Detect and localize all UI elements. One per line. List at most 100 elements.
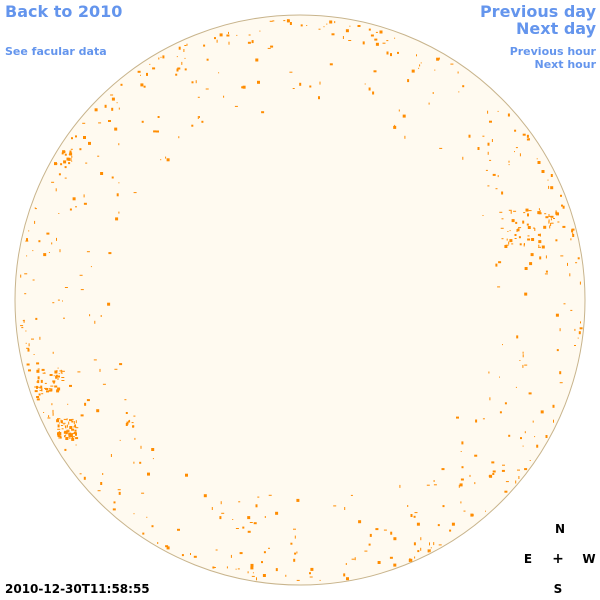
facula-speck — [461, 441, 464, 445]
facula-speck — [268, 547, 270, 549]
facula-speck — [197, 116, 199, 119]
facula-speck — [34, 208, 37, 210]
facula-speck — [40, 379, 43, 383]
facula-speck — [545, 216, 549, 219]
facula-speck — [426, 484, 430, 486]
facula-speck — [436, 57, 440, 61]
facula-speck — [451, 522, 455, 526]
facula-speck — [162, 55, 165, 59]
facula-speck — [409, 558, 411, 562]
facula-speck — [299, 82, 302, 86]
facula-speck — [285, 574, 287, 577]
facula-speck — [475, 419, 478, 423]
facula-speck — [437, 524, 440, 527]
facula-speck — [249, 522, 253, 523]
facula-speck — [24, 273, 28, 275]
facula-speck — [68, 157, 71, 161]
facula-speck — [556, 212, 559, 216]
facula-speck — [36, 369, 40, 373]
facula-speck — [157, 116, 160, 118]
facula-speck — [111, 97, 115, 101]
facula-speck — [263, 551, 266, 554]
facula-speck — [68, 162, 71, 165]
facula-speck — [203, 494, 207, 498]
facula-speck — [219, 33, 223, 37]
facula-speck — [538, 244, 540, 247]
facula-speck — [369, 533, 372, 537]
facula-speck — [133, 513, 135, 515]
facula-speck — [577, 337, 579, 339]
facula-speck — [61, 380, 65, 381]
facula-speck — [63, 160, 67, 164]
facula-speck — [71, 137, 73, 140]
facula-speck — [552, 404, 555, 408]
facula-speck — [102, 383, 106, 385]
facula-speck — [519, 153, 521, 157]
facula-speck — [201, 120, 204, 123]
facula-speck — [524, 468, 528, 471]
facula-speck — [71, 428, 75, 431]
facula-speck — [306, 25, 308, 26]
next-hour-link[interactable]: Next hour — [534, 58, 597, 71]
facula-speck — [32, 250, 34, 252]
facula-speck — [556, 349, 559, 352]
facula-speck — [52, 302, 55, 304]
facula-speck — [543, 225, 547, 229]
facula-speck — [80, 289, 84, 291]
facula-speck — [413, 542, 416, 546]
facula-speck — [397, 51, 399, 54]
previous-day-link[interactable]: Previous day — [479, 2, 596, 21]
facula-speck — [54, 385, 58, 388]
facula-speck — [118, 182, 120, 184]
facula-speck — [75, 206, 77, 208]
facula-speck — [100, 315, 102, 317]
facula-speck — [34, 220, 36, 224]
facula-speck — [61, 428, 64, 430]
facula-speck — [93, 359, 97, 361]
see-facular-data-link[interactable]: See facular data — [5, 45, 107, 58]
facula-speck — [574, 345, 576, 346]
facula-speck — [58, 432, 62, 435]
facula-speck — [102, 473, 104, 475]
facula-speck — [541, 245, 545, 249]
facula-speck — [474, 454, 478, 457]
facula-speck — [375, 42, 379, 46]
facula-speck — [51, 181, 55, 183]
facula-speck — [132, 425, 135, 428]
facula-speck — [553, 419, 554, 423]
facula-speck — [514, 234, 517, 236]
facula-speck — [528, 392, 532, 395]
facula-speck — [118, 211, 120, 214]
facula-speck — [538, 208, 540, 211]
facula-speck — [35, 317, 38, 320]
facula-speck — [407, 79, 410, 83]
facula-speck — [520, 437, 522, 440]
facula-speck — [147, 472, 150, 476]
facula-speck — [252, 572, 254, 574]
facula-speck — [270, 45, 274, 48]
facula-speck — [54, 162, 57, 166]
facula-speck — [236, 34, 238, 36]
facula-speck — [152, 458, 154, 460]
facula-speck — [235, 568, 237, 570]
facula-speck — [574, 328, 576, 331]
facula-speck — [430, 547, 432, 549]
facula-speck — [296, 498, 300, 502]
facula-speck — [57, 387, 61, 391]
facula-speck — [394, 124, 396, 126]
back-to-year-link[interactable]: Back to 2010 — [5, 2, 123, 21]
facula-speck — [318, 96, 320, 100]
facula-speck — [37, 380, 40, 384]
facula-speck — [98, 122, 102, 124]
facula-speck — [468, 134, 471, 138]
facula-speck — [489, 120, 492, 123]
facula-speck — [230, 554, 232, 558]
facula-speck — [48, 415, 50, 418]
previous-hour-link[interactable]: Previous hour — [509, 45, 596, 58]
facula-speck — [296, 551, 298, 554]
facula-speck — [579, 327, 583, 330]
facula-speck — [34, 390, 38, 393]
next-day-link[interactable]: Next day — [516, 19, 596, 38]
facula-speck — [504, 245, 508, 248]
facula-speck — [139, 461, 142, 464]
